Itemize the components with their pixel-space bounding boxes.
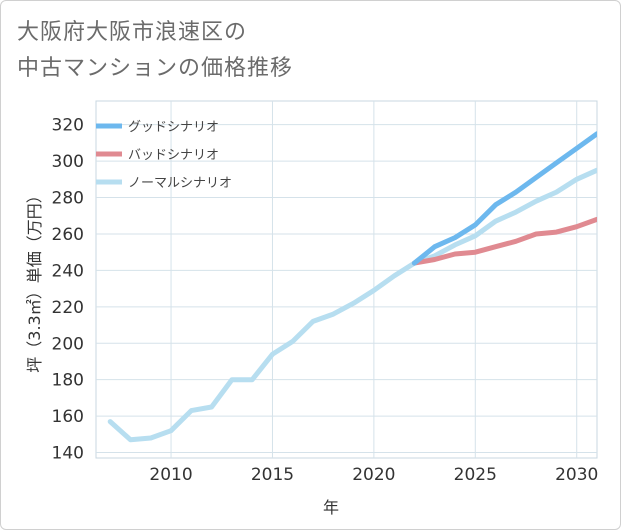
x-tick-label: 2015 xyxy=(251,465,294,485)
x-axis-label: 年 xyxy=(323,498,339,517)
series-line-1 xyxy=(411,216,597,266)
x-tick-label: 2030 xyxy=(555,465,598,485)
grid xyxy=(96,101,597,458)
y-tick-label: 140 xyxy=(52,444,84,464)
chart-title: 大阪府大阪市浪速区の 中古マンションの価格推移 xyxy=(17,15,577,87)
plot-area xyxy=(95,100,598,459)
y-tick-label: 240 xyxy=(52,261,84,281)
legend-label-0: グッドシナリオ xyxy=(128,120,219,135)
chart-title-line1: 大阪府大阪市浪速区の xyxy=(17,20,248,45)
series-line-2 xyxy=(107,167,597,443)
y-tick-label: 300 xyxy=(52,152,84,172)
y-tick-label: 280 xyxy=(52,189,84,209)
y-tick-label: 180 xyxy=(52,371,84,391)
y-tick-label: 220 xyxy=(52,298,84,318)
tick-labels: 140 160 180 200 220 240 260 280 300 320 2010 2015 20… xyxy=(52,116,599,485)
y-tick-label: 260 xyxy=(52,225,84,245)
series-lines xyxy=(107,131,597,443)
legend-label-2: ノーマルシナリオ xyxy=(128,176,232,191)
x-tick-label: 2025 xyxy=(454,465,497,485)
y-axis-label: 坪（3.3㎡）単価（万円） xyxy=(25,187,44,372)
y-tick-label: 160 xyxy=(52,407,84,427)
chart-title-line2: 中古マンションの価格推移 xyxy=(17,56,294,81)
y-tick-label: 200 xyxy=(52,334,84,354)
y-tick-label: 320 xyxy=(52,116,84,136)
x-tick-label: 2010 xyxy=(149,465,192,485)
x-tick-label: 2020 xyxy=(352,465,395,485)
series-line-0 xyxy=(411,131,597,266)
legend-label-1: バッドシナリオ xyxy=(128,148,219,163)
